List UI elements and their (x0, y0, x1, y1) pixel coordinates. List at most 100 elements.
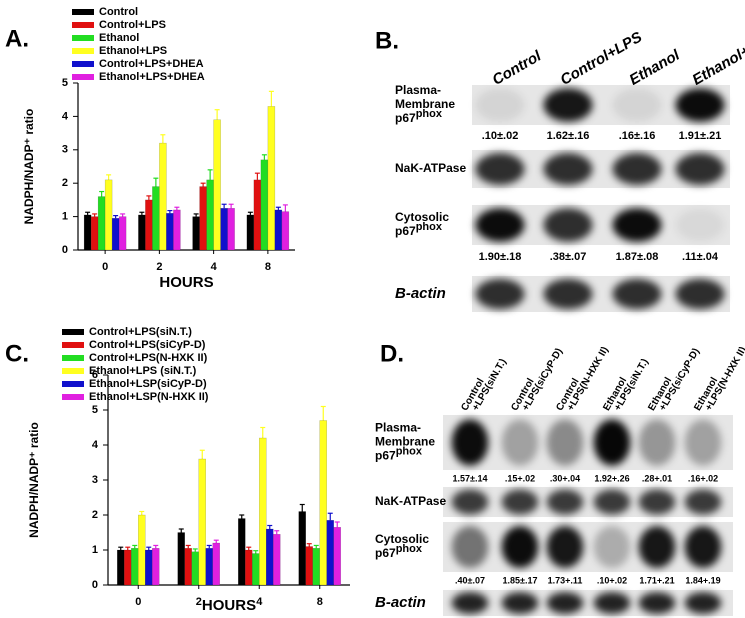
band (675, 88, 725, 122)
legend-label: Ethanol (99, 32, 139, 44)
legend-label: Control (99, 6, 138, 18)
panel-label: D. (380, 340, 404, 367)
bar (192, 216, 200, 251)
y-tick-label: 2 (92, 509, 98, 521)
column-header: Ethanol (626, 46, 683, 89)
row-label: B-actin (395, 285, 446, 302)
band-value: .30+.04 (550, 473, 580, 483)
bar (145, 549, 153, 586)
bar (138, 514, 146, 586)
band (675, 208, 725, 242)
band (546, 592, 584, 614)
x-tick-label: 8 (317, 596, 323, 608)
band (593, 526, 631, 568)
bar (281, 211, 290, 251)
bar (198, 458, 206, 586)
bar (184, 548, 192, 586)
row-label: NaK-ATPase (375, 494, 446, 508)
band (451, 526, 489, 568)
band (451, 419, 489, 466)
bar (319, 420, 327, 586)
bar (238, 518, 246, 586)
bar (267, 106, 276, 251)
band (593, 489, 631, 515)
bar (212, 542, 220, 586)
bar (205, 548, 213, 586)
legend-swatch (62, 381, 84, 387)
row-label: B-actin (375, 594, 426, 611)
row-label: p67phox (395, 221, 443, 238)
legend-label: Control+LPS+DHEA (99, 58, 204, 70)
band-value: 1.73+.11 (548, 575, 583, 585)
bar (245, 549, 253, 586)
band (475, 278, 525, 310)
band (612, 88, 662, 122)
band (501, 489, 539, 515)
row-label: Membrane (375, 435, 435, 449)
legend-label: Ethanol+LPS+DHEA (99, 71, 205, 83)
legend-label: Ethanol+LPS (99, 45, 167, 57)
bar (253, 179, 262, 251)
y-tick-label: 4 (92, 439, 99, 451)
band (675, 278, 725, 310)
band (593, 419, 631, 466)
bar (259, 437, 267, 586)
bar (206, 179, 214, 251)
band (543, 278, 593, 310)
legend-swatch (62, 394, 84, 400)
legend-label: Ethanol+LPS (siN.T.) (89, 365, 197, 377)
band (684, 419, 722, 466)
protein-name: p67 (395, 224, 416, 238)
band (543, 88, 593, 122)
x-tick-label: 4 (256, 596, 263, 608)
bar (191, 551, 199, 586)
y-tick-label: 5 (62, 77, 68, 89)
bar (266, 528, 274, 586)
protein-superscript: phox (416, 221, 443, 233)
band (475, 88, 525, 122)
band (684, 526, 722, 568)
bar (111, 218, 120, 251)
x-axis-label: HOURS (202, 597, 256, 614)
bar (104, 179, 113, 251)
bar (131, 548, 139, 586)
band-value: .40±.07 (455, 575, 485, 585)
bar (173, 209, 181, 251)
row-label: Plasma- (395, 83, 441, 97)
legend-swatch (72, 74, 94, 80)
band-value: 1.90±.18 (479, 251, 522, 263)
band (638, 526, 676, 568)
band (684, 592, 722, 614)
protein-superscript: phox (416, 108, 443, 120)
bar (117, 549, 125, 586)
legend-label: Control+LPS(siCyP-D) (89, 339, 206, 351)
band-value: 1.91±.21 (679, 130, 722, 142)
band (638, 419, 676, 466)
legend-swatch (72, 9, 94, 15)
x-tick-label: 0 (102, 261, 108, 273)
legend-swatch (62, 329, 84, 335)
legend-label: Control+LPS(N-HXK II) (89, 352, 208, 364)
y-tick-label: 0 (92, 579, 98, 591)
bar (260, 159, 269, 251)
panel-label: C. (5, 340, 29, 367)
y-tick-label: 3 (92, 474, 98, 486)
band (612, 278, 662, 310)
bar (145, 199, 153, 251)
row-label: Membrane (395, 97, 455, 111)
band (546, 419, 584, 466)
bar (124, 549, 132, 586)
legend-label: Control+LPS (99, 19, 166, 31)
bar (252, 553, 260, 586)
bar (273, 534, 281, 586)
x-axis-label: HOURS (159, 274, 213, 291)
legend-label: Control+LPS(siN.T.) (89, 326, 192, 338)
legend-swatch (62, 368, 84, 374)
band (684, 489, 722, 515)
y-tick-label: 5 (92, 404, 98, 416)
x-tick-label: 8 (265, 261, 271, 273)
y-tick-label: 6 (92, 369, 98, 381)
band-value: .16±.16 (619, 130, 656, 142)
panel-label: A. (5, 25, 29, 52)
